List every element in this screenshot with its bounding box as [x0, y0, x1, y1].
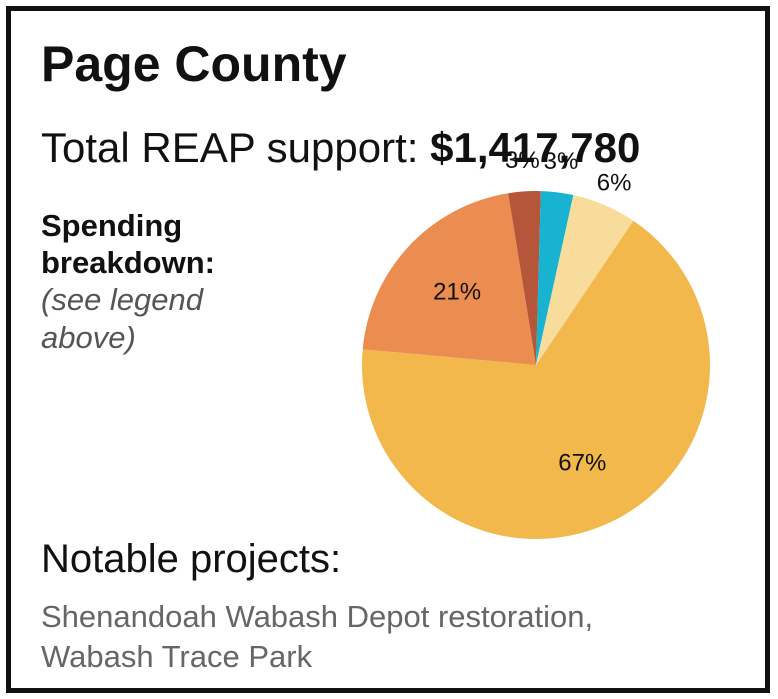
notable-projects-title: Notable projects: — [41, 537, 342, 581]
total-label: Total REAP support: — [41, 124, 431, 171]
breakdown-note-line2: above) — [41, 319, 136, 355]
total-amount: $1,417,780 — [430, 124, 641, 171]
total-support: Total REAP support: $1,417,780 — [41, 127, 640, 169]
county-title: Page County — [41, 36, 347, 92]
slice-21-label: 21% — [433, 278, 481, 305]
county-card: Page County Total REAP support: $1,417,7… — [6, 6, 770, 693]
slice-6 — [536, 195, 634, 365]
spending-breakdown: Spending breakdown: (see legend above) — [41, 207, 215, 356]
breakdown-label-line2: breakdown: — [41, 245, 215, 281]
notable-project-line-1: Shenandoah Wabash Depot restoration, — [41, 599, 594, 634]
slice-21 — [362, 193, 536, 365]
slice-67 — [362, 220, 710, 540]
breakdown-label-line1: Spending — [41, 208, 183, 243]
slice-67-label: 67% — [558, 449, 606, 476]
breakdown-note-line1: (see legend — [41, 282, 204, 318]
notable-projects-list: Shenandoah Wabash Depot restoration, Wab… — [41, 597, 741, 678]
slice-6-label: 6% — [597, 170, 632, 197]
slice-3b — [536, 191, 574, 365]
notable-project-line-2: Wabash Trace Park — [41, 639, 313, 675]
slice-3a — [508, 191, 541, 365]
